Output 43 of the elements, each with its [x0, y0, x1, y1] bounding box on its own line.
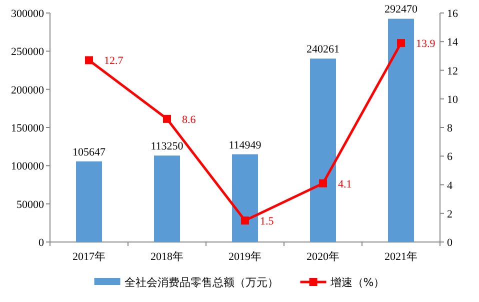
x-tick-label: 2018年: [150, 251, 184, 263]
legend-label: 全社会消费品零售总额（万元）: [124, 276, 278, 289]
x-tick-label: 2021年: [384, 251, 418, 263]
y-tick-label: 150000: [11, 122, 44, 134]
x-tick-label: 2020年: [306, 251, 340, 263]
bar: [388, 18, 414, 242]
x-tick-label: 2019年: [228, 251, 262, 263]
data-label: 13.9: [416, 38, 436, 50]
data-label: 114949: [228, 139, 262, 152]
data-label: 113250: [150, 140, 184, 153]
y-tick-label: 250000: [11, 46, 44, 58]
bar: [232, 154, 258, 242]
point: [241, 216, 249, 225]
y-tick-label: 300000: [11, 8, 44, 20]
bar: [154, 156, 180, 242]
data-label: 12.7: [104, 55, 124, 68]
point: [319, 179, 327, 188]
y2-tick-label: 0: [447, 237, 453, 249]
y2-tick-label: 6: [447, 151, 453, 164]
point: [397, 39, 405, 48]
y-tick-label: 50000: [16, 198, 44, 211]
y2-tick-label: 4: [447, 180, 453, 192]
data-label: 105647: [72, 146, 106, 158]
y2-tick-label: 10: [447, 94, 458, 106]
bar: [310, 58, 336, 242]
y-tick-label: 0: [38, 237, 44, 249]
point: [163, 114, 171, 123]
y2-tick-label: 12: [447, 65, 458, 78]
data-label: 1.5: [260, 216, 274, 228]
legend-label: 增速（%）: [329, 276, 385, 289]
data-label: 292470: [384, 4, 418, 16]
point: [85, 56, 93, 64]
data-label: 8.6: [182, 114, 196, 126]
y-tick-label: 100000: [11, 160, 44, 173]
y-tick-label: 200000: [11, 84, 44, 96]
y2-tick-label: 2: [447, 208, 452, 220]
y2-tick-label: 14: [447, 36, 458, 49]
data-label: 240261: [306, 44, 340, 56]
y2-tick-label: 8: [447, 122, 453, 134]
data-label: 4.1: [338, 178, 352, 190]
x-tick-label: 2017年: [72, 251, 106, 263]
bar: [76, 161, 102, 242]
y2-tick-label: 16: [447, 8, 458, 20]
